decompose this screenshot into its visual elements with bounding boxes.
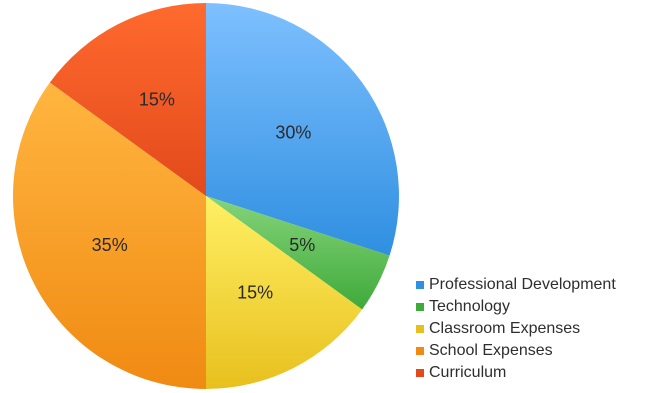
- legend-item-technology: Technology: [416, 296, 616, 318]
- legend-swatch-curriculum: [416, 369, 424, 377]
- legend: Professional Development Technology Clas…: [416, 274, 616, 384]
- slice-label-technology: 5%: [289, 235, 315, 255]
- legend-item-curriculum: Curriculum: [416, 362, 616, 384]
- legend-swatch-professional-development: [416, 281, 424, 289]
- slice-label-curriculum: 15%: [139, 90, 175, 110]
- pie-slices: [13, 3, 399, 389]
- legend-item-professional-development: Professional Development: [416, 274, 616, 296]
- pie-slice-professional-development: [206, 3, 399, 256]
- pie-slice-curriculum: [49, 3, 206, 196]
- pie-slice-school-expenses: [13, 82, 207, 389]
- legend-label-school-expenses: School Expenses: [429, 342, 553, 359]
- legend-item-classroom-expenses: Classroom Expenses: [416, 318, 616, 340]
- slice-label-classroom-expenses: 15%: [237, 282, 273, 302]
- slice-label-school-expenses: 35%: [92, 235, 128, 255]
- pie-slice-labels: 30% 5% 15% 35% 15%: [92, 90, 316, 303]
- legend-label-professional-development: Professional Development: [429, 276, 616, 293]
- legend-swatch-classroom-expenses: [416, 325, 424, 333]
- pie-slice-classroom-expenses: [206, 196, 363, 389]
- legend-label-curriculum: Curriculum: [429, 364, 507, 381]
- legend-label-technology: Technology: [429, 298, 510, 315]
- slice-label-professional-development: 30%: [275, 123, 311, 143]
- legend-item-school-expenses: School Expenses: [416, 340, 616, 362]
- legend-label-classroom-expenses: Classroom Expenses: [429, 320, 581, 337]
- pie-slice-technology: [206, 196, 390, 310]
- legend-swatch-school-expenses: [416, 347, 424, 355]
- legend-swatch-technology: [416, 303, 424, 311]
